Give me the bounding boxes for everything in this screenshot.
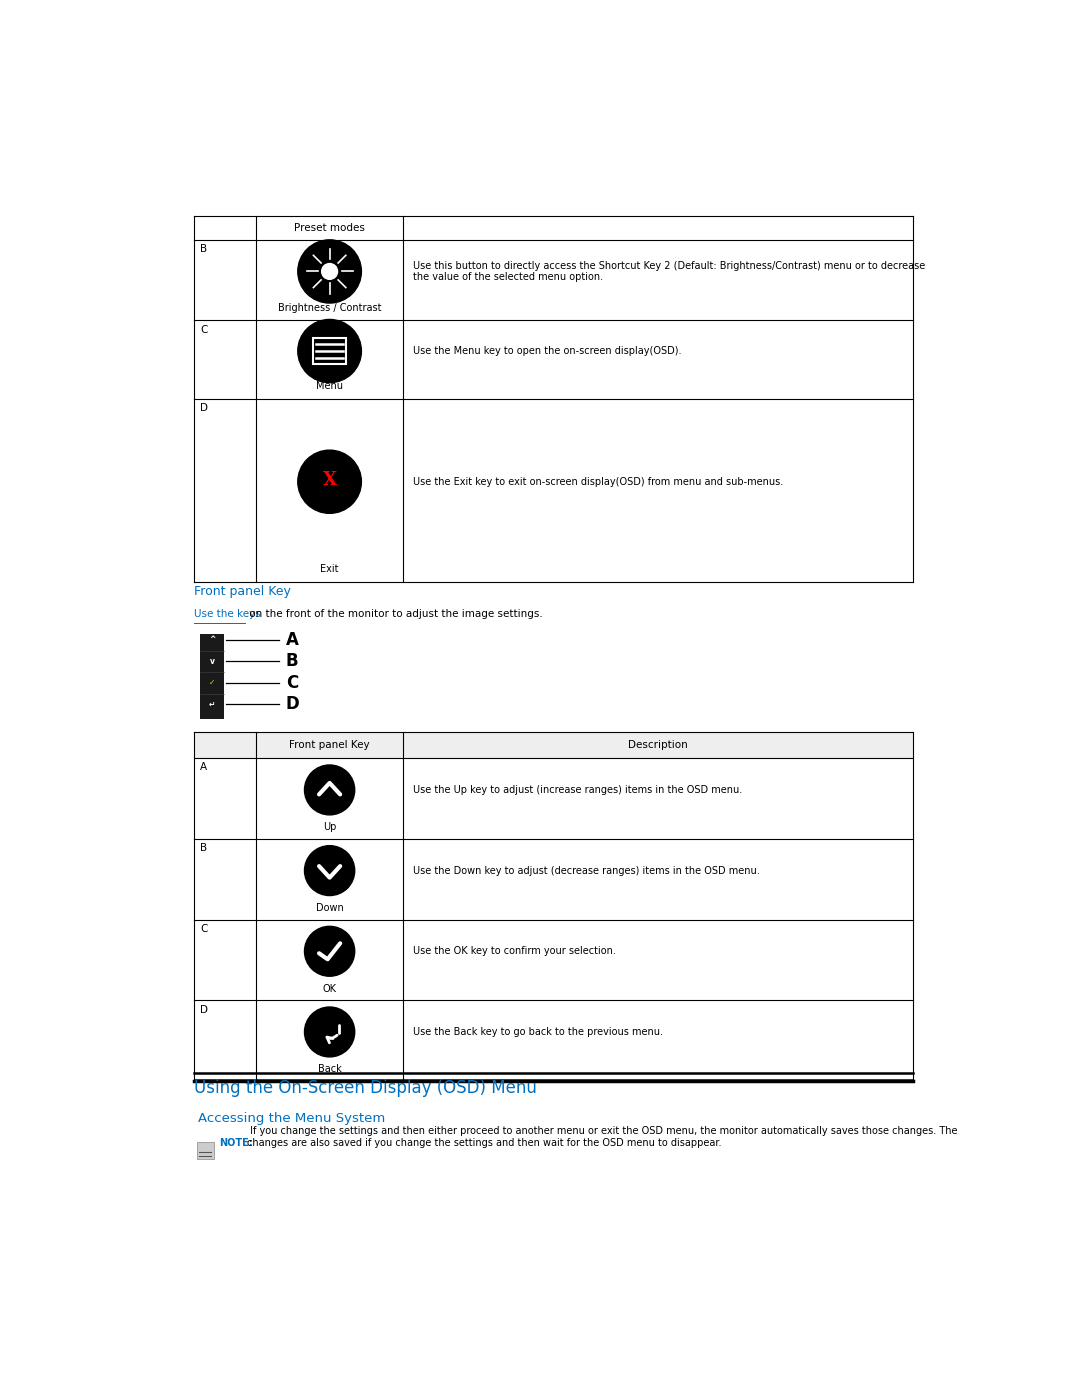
Text: v: v <box>210 657 215 666</box>
Text: Down: Down <box>315 902 343 914</box>
Text: B: B <box>200 244 207 254</box>
Ellipse shape <box>298 320 362 383</box>
Text: ^: ^ <box>208 636 215 644</box>
Text: C: C <box>200 923 207 933</box>
Text: Up: Up <box>323 823 336 833</box>
Ellipse shape <box>298 240 362 303</box>
Ellipse shape <box>325 267 334 275</box>
Ellipse shape <box>322 264 338 279</box>
Text: C: C <box>200 324 207 335</box>
Text: on the front of the monitor to adjust the image settings.: on the front of the monitor to adjust th… <box>246 609 543 619</box>
Text: X: X <box>323 471 337 489</box>
Text: NOTE:: NOTE: <box>218 1137 253 1147</box>
Ellipse shape <box>305 926 354 977</box>
Text: ✓: ✓ <box>208 679 215 687</box>
Text: ↵: ↵ <box>208 700 215 708</box>
Text: C: C <box>285 673 298 692</box>
Text: Back: Back <box>318 1065 341 1074</box>
Text: Use the Up key to adjust (increase ranges) items in the OSD menu.: Use the Up key to adjust (increase range… <box>413 785 742 795</box>
Text: Use the Menu key to open the on-screen display(OSD).: Use the Menu key to open the on-screen d… <box>413 346 681 356</box>
Text: Description: Description <box>629 740 688 750</box>
Text: Use the Exit key to exit on-screen display(OSD) from menu and sub-menus.: Use the Exit key to exit on-screen displ… <box>413 476 783 486</box>
Text: Front panel Key: Front panel Key <box>193 585 291 598</box>
FancyBboxPatch shape <box>200 634 224 719</box>
Ellipse shape <box>305 766 354 814</box>
Text: Menu: Menu <box>316 381 343 391</box>
Text: Use the keys: Use the keys <box>193 609 260 619</box>
Text: A: A <box>285 631 298 648</box>
Text: D: D <box>200 1004 208 1014</box>
Text: Preset modes: Preset modes <box>294 224 365 233</box>
FancyBboxPatch shape <box>197 1143 214 1160</box>
Text: Exit: Exit <box>321 564 339 574</box>
Text: D: D <box>200 404 208 414</box>
Text: Use the OK key to confirm your selection.: Use the OK key to confirm your selection… <box>413 946 616 957</box>
Text: A: A <box>200 763 207 773</box>
Text: Use the Back key to go back to the previous menu.: Use the Back key to go back to the previ… <box>413 1027 663 1037</box>
Ellipse shape <box>305 1007 354 1058</box>
Text: D: D <box>285 696 299 714</box>
FancyBboxPatch shape <box>193 732 914 759</box>
Text: Accessing the Menu System: Accessing the Menu System <box>198 1112 386 1125</box>
Text: Brightness / Contrast: Brightness / Contrast <box>278 303 381 313</box>
Text: B: B <box>200 844 207 854</box>
Text: B: B <box>285 652 298 671</box>
Text: Using the On-Screen Display (OSD) Menu: Using the On-Screen Display (OSD) Menu <box>193 1078 537 1097</box>
Text: OK: OK <box>323 983 337 993</box>
Text: Use this button to directly access the Shortcut Key 2 (Default: Brightness/Contr: Use this button to directly access the S… <box>413 261 926 282</box>
Text: Front panel Key: Front panel Key <box>289 740 370 750</box>
Text: Use the Down key to adjust (decrease ranges) items in the OSD menu.: Use the Down key to adjust (decrease ran… <box>413 866 759 876</box>
Text: If you change the settings and then either proceed to another menu or exit the O: If you change the settings and then eith… <box>247 1126 958 1147</box>
Ellipse shape <box>305 845 354 895</box>
Ellipse shape <box>298 450 362 513</box>
